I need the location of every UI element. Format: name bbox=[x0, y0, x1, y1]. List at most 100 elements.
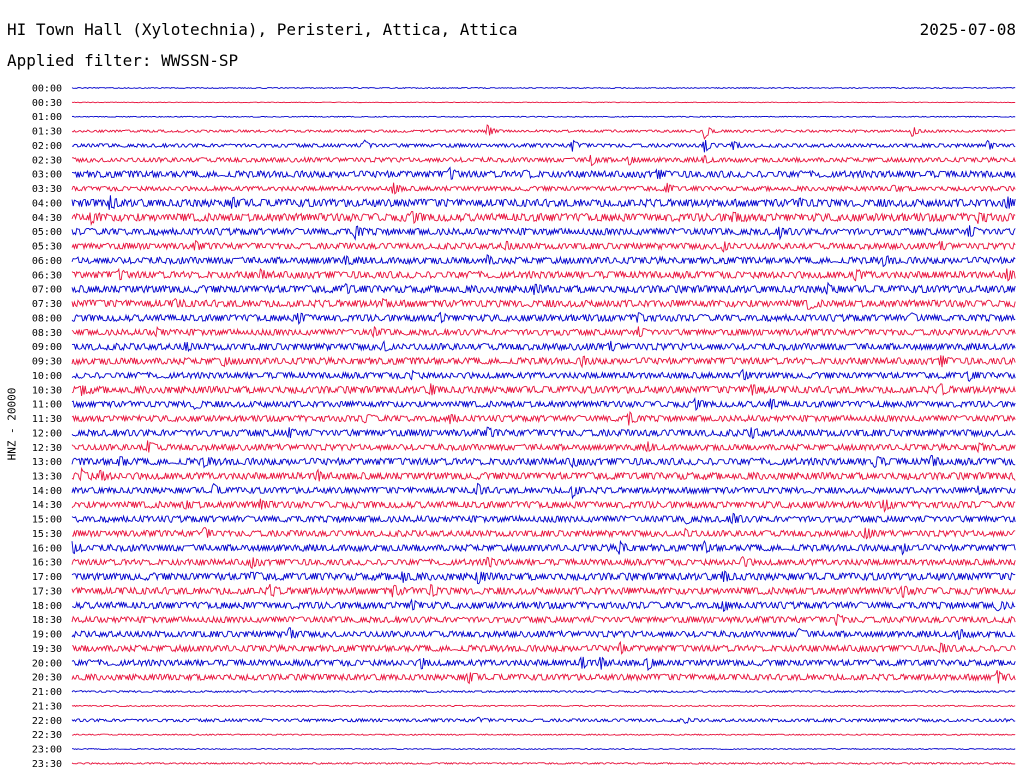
row-time-label: 13:30 bbox=[32, 471, 62, 482]
trace-line bbox=[71, 570, 1016, 585]
row-time-label: 07:00 bbox=[32, 285, 62, 296]
trace-line bbox=[71, 613, 1016, 626]
trace-line bbox=[71, 410, 1016, 426]
trace-line bbox=[71, 195, 1016, 210]
trace-line bbox=[71, 139, 1016, 153]
trace-line bbox=[71, 311, 1016, 326]
date-label: 2025-07-08 bbox=[919, 20, 1016, 39]
trace-line bbox=[71, 598, 1016, 613]
row-time-label: 01:30 bbox=[32, 127, 62, 138]
trace-line bbox=[71, 627, 1016, 641]
row-time-label: 22:30 bbox=[32, 730, 62, 741]
row-time-label: 06:30 bbox=[32, 270, 62, 281]
row-time-label: 16:30 bbox=[32, 558, 62, 569]
row-time-label: 04:00 bbox=[32, 198, 62, 209]
row-time-label: 17:30 bbox=[32, 586, 62, 597]
trace-line bbox=[71, 466, 1016, 482]
trace-line bbox=[71, 482, 1016, 500]
row-time-label: 22:00 bbox=[32, 716, 62, 727]
trace-line bbox=[71, 281, 1016, 295]
trace-line bbox=[71, 101, 1016, 104]
row-time-label: 08:30 bbox=[32, 328, 62, 339]
trace-line bbox=[71, 325, 1016, 339]
trace-line bbox=[71, 254, 1016, 268]
trace-line bbox=[71, 166, 1016, 180]
trace-line bbox=[71, 669, 1016, 685]
station-title: HI Town Hall (Xylotechnia), Peristeri, A… bbox=[7, 20, 518, 39]
filter-label: Applied filter: WWSSN-SP bbox=[7, 51, 239, 70]
trace-line bbox=[71, 704, 1016, 708]
row-time-label: 21:00 bbox=[32, 687, 62, 698]
row-time-label: 19:00 bbox=[32, 630, 62, 641]
row-time-label: 05:30 bbox=[32, 242, 62, 253]
trace-line bbox=[71, 656, 1016, 672]
row-time-label: 16:00 bbox=[32, 543, 62, 554]
row-time-label: 10:30 bbox=[32, 385, 62, 396]
row-time-label: 07:30 bbox=[32, 299, 62, 310]
row-time-label: 14:00 bbox=[32, 486, 62, 497]
trace-line bbox=[71, 297, 1016, 310]
trace-line bbox=[71, 368, 1016, 382]
row-time-label: 03:00 bbox=[32, 170, 62, 181]
row-time-label: 03:30 bbox=[32, 184, 62, 195]
row-time-label: 04:30 bbox=[32, 213, 62, 224]
row-time-label: 18:00 bbox=[32, 601, 62, 612]
row-time-label: 10:00 bbox=[32, 371, 62, 382]
trace-line bbox=[71, 440, 1016, 454]
trace-line bbox=[71, 761, 1016, 765]
trace-line bbox=[71, 182, 1016, 195]
trace-line bbox=[71, 527, 1016, 540]
trace-line bbox=[71, 498, 1016, 513]
row-time-label: 21:30 bbox=[32, 701, 62, 712]
row-time-label: 09:30 bbox=[32, 357, 62, 368]
row-time-label: 15:30 bbox=[32, 529, 62, 540]
trace-line bbox=[71, 556, 1016, 570]
trace-line bbox=[71, 733, 1016, 736]
trace-line bbox=[71, 748, 1016, 751]
trace-line bbox=[71, 716, 1016, 724]
row-time-label: 20:00 bbox=[32, 658, 62, 669]
row-time-label: 12:30 bbox=[32, 443, 62, 454]
trace-line bbox=[71, 640, 1016, 655]
row-time-label: 13:00 bbox=[32, 457, 62, 468]
row-time-label: 11:00 bbox=[32, 400, 62, 411]
trace-line bbox=[71, 87, 1016, 90]
trace-line bbox=[71, 240, 1016, 253]
row-time-label: 17:00 bbox=[32, 572, 62, 583]
row-time-label: 12:00 bbox=[32, 428, 62, 439]
row-time-label: 08:00 bbox=[32, 313, 62, 324]
trace-line bbox=[71, 225, 1016, 241]
trace-line bbox=[71, 210, 1016, 227]
row-time-label: 11:30 bbox=[32, 414, 62, 425]
row-time-label: 20:30 bbox=[32, 673, 62, 684]
row-time-label: 18:30 bbox=[32, 615, 62, 626]
row-time-label: 06:00 bbox=[32, 256, 62, 267]
row-time-label: 09:00 bbox=[32, 342, 62, 353]
row-time-label: 23:00 bbox=[32, 745, 62, 756]
row-time-label: 23:30 bbox=[32, 759, 62, 770]
row-time-label: 00:30 bbox=[32, 98, 62, 109]
trace-line bbox=[71, 355, 1016, 369]
row-time-label: 00:00 bbox=[32, 84, 62, 95]
trace-line bbox=[71, 124, 1016, 140]
trace-line bbox=[71, 267, 1016, 282]
trace-line bbox=[71, 340, 1016, 353]
trace-line bbox=[71, 539, 1016, 556]
row-time-label: 19:30 bbox=[32, 644, 62, 655]
row-time-label: 02:30 bbox=[32, 155, 62, 166]
trace-line bbox=[71, 383, 1016, 396]
trace-line bbox=[71, 154, 1016, 167]
row-time-label: 02:00 bbox=[32, 141, 62, 152]
row-time-label: 05:00 bbox=[32, 227, 62, 238]
row-time-label: 15:00 bbox=[32, 515, 62, 526]
trace-line bbox=[71, 583, 1016, 598]
trace-line bbox=[71, 115, 1016, 118]
trace-line bbox=[71, 512, 1016, 525]
row-time-label: 14:30 bbox=[32, 500, 62, 511]
trace-line bbox=[71, 397, 1016, 412]
trace-line bbox=[71, 426, 1016, 439]
row-time-label: 01:00 bbox=[32, 112, 62, 123]
trace-line bbox=[71, 689, 1016, 694]
trace-line bbox=[71, 454, 1016, 469]
